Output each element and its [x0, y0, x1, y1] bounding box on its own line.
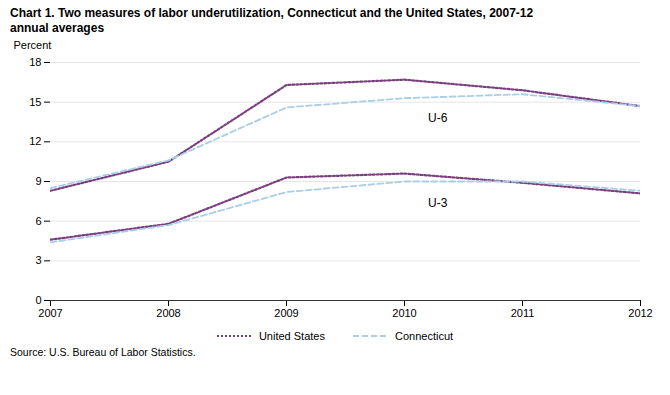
html-text:annual averages: annual averages: [10, 21, 105, 35]
html-text:Source: U.S. Bureau of Labor S: Source: U.S. Bureau of Labor Statistics.: [10, 346, 196, 358]
svg-text:3: 3: [35, 254, 41, 266]
svg-text:2009: 2009: [274, 307, 298, 319]
html-text:Chart 1. Two measures of labor: Chart 1. Two measures of labor underutil…: [10, 6, 534, 20]
svg-text:18: 18: [29, 56, 41, 68]
svg-text:6: 6: [35, 215, 41, 227]
svg-text:2007: 2007: [38, 307, 62, 319]
svg-text:2012: 2012: [628, 307, 652, 319]
svg-text:2011: 2011: [511, 307, 535, 319]
svg-text:2010: 2010: [392, 307, 416, 319]
svg-text:0: 0: [35, 294, 41, 306]
svg-text:U-3: U-3: [428, 196, 448, 210]
html-text:Connecticut: Connecticut: [395, 330, 454, 342]
svg-text:U-6: U-6: [428, 111, 448, 125]
svg-text:2008: 2008: [156, 307, 180, 319]
svg-text:12: 12: [29, 135, 41, 147]
html-text:United States: United States: [258, 330, 325, 342]
svg-text:Percent: Percent: [14, 39, 52, 51]
svg-text:15: 15: [29, 96, 41, 108]
svg-text:9: 9: [35, 175, 41, 187]
